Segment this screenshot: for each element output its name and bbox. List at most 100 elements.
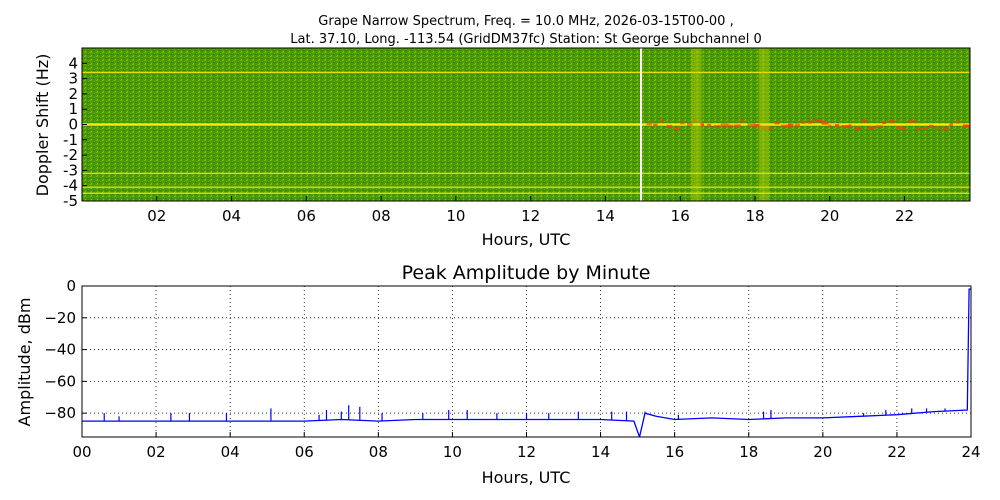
y-tick-label: 0 (66, 277, 76, 295)
carrier-hot-segment (713, 125, 721, 129)
x-tick-label: 04 (222, 207, 241, 225)
carrier-hot-segment (828, 124, 832, 128)
carrier-hot-segment (787, 123, 794, 127)
carrier-hot-segment (861, 119, 868, 123)
carrier-hot-segment (814, 119, 823, 123)
x-tick-label: 18 (745, 207, 764, 225)
carrier-hot-segment (740, 119, 745, 123)
carrier-hot-segment (653, 123, 658, 127)
x-tick-label: 14 (591, 443, 610, 461)
carrier-hot-segment (969, 121, 970, 125)
y-tick-label: 0 (68, 116, 78, 134)
y-tick-label: −80 (44, 404, 76, 422)
x-tick-label: 06 (295, 443, 314, 461)
y-tick-label: -4 (63, 177, 78, 195)
carrier-hot-segment (902, 127, 906, 131)
carrier-hot-segment (949, 123, 953, 127)
carrier-hot-segment (666, 124, 672, 128)
y-tick-label: 3 (68, 70, 78, 88)
x-tick-label: 12 (517, 443, 536, 461)
carrier-hot-segment (962, 124, 970, 128)
x-tick-label: 12 (521, 207, 540, 225)
y-tick-label: −60 (44, 372, 76, 390)
x-tick-label: 14 (596, 207, 615, 225)
amplitude-series-line (82, 288, 971, 437)
amplitude-x-ticks: 00 02 04 06 08 10 12 14 16 18 20 22 24 (72, 432, 981, 461)
x-tick-label: 00 (72, 443, 91, 461)
carrier-hot-segment (895, 126, 903, 130)
carrier-hot-segment (754, 123, 761, 127)
chart-title-line2: Lat. 37.10, Long. -113.54 (GridDM37fc) S… (290, 32, 761, 47)
carrier-hot-segment (875, 125, 883, 129)
carrier-hot-segment (929, 124, 934, 128)
carrier-hot-segment (686, 123, 693, 127)
carrier-hot-segment (841, 125, 849, 129)
x-tick-label: 02 (147, 443, 166, 461)
carrier-hot-segment (808, 120, 813, 124)
carrier-hot-segment (909, 119, 917, 123)
noise-band (691, 48, 702, 201)
carrier-hot-segment (781, 124, 789, 128)
carrier-hot-segment (707, 123, 712, 127)
noise-band (758, 48, 769, 201)
carrier-hot-segment (660, 119, 664, 123)
carrier-hot-segment (700, 123, 705, 127)
carrier-hot-segment (821, 121, 829, 125)
x-tick-label: 08 (372, 207, 391, 225)
x-tick-label: 08 (369, 443, 388, 461)
y-tick-label: 1 (68, 100, 78, 118)
carrier-hot-segment (720, 123, 729, 127)
carrier-hot-segment (767, 126, 773, 130)
carrier-hot-segment (747, 123, 755, 127)
y-tick-label: -5 (63, 192, 78, 210)
amplitude-y-ticks: 0 −20 −40 −60 −80 (44, 277, 87, 422)
y-tick-label: -1 (63, 131, 78, 149)
y-tick-label: −40 (44, 341, 76, 359)
spectrogram-x-ticks: 02 04 06 08 10 12 14 16 18 20 22 (147, 196, 914, 225)
y-tick-label: -2 (63, 146, 78, 164)
carrier-hot-segment (801, 120, 806, 124)
carrier-hot-segment (855, 126, 861, 130)
x-tick-label: 20 (813, 443, 832, 461)
y-tick-label: −20 (44, 309, 76, 327)
carrier-hot-segment (956, 120, 960, 124)
carrier-hot-segment (673, 126, 680, 130)
carrier-hot-segment (915, 127, 922, 131)
x-tick-label: 22 (887, 443, 906, 461)
spectrogram-x-label: Hours, UTC (482, 230, 571, 249)
carrier-hot-segment (646, 122, 653, 126)
x-tick-label: 06 (297, 207, 316, 225)
amplitude-title: Peak Amplitude by Minute (402, 262, 651, 284)
carrier-hot-segment (935, 126, 940, 130)
carrier-hot-segment (942, 126, 949, 130)
carrier-hot-segment (734, 124, 741, 128)
carrier-hot-segment (882, 121, 886, 125)
carrier-hot-segment (693, 118, 697, 122)
carrier-hot-segment (835, 123, 840, 127)
x-tick-label: 16 (671, 207, 690, 225)
spectrogram-marks (82, 48, 970, 201)
x-tick-label: 10 (443, 443, 462, 461)
x-tick-label: 10 (446, 207, 465, 225)
x-tick-label: 16 (665, 443, 684, 461)
x-tick-label: 04 (221, 443, 240, 461)
amplitude-y-label: Amplitude, dBm (15, 298, 34, 427)
chart-title-line1: Grape Narrow Spectrum, Freq. = 10.0 MHz,… (318, 14, 733, 29)
spectrogram-y-label: Doppler Shift (Hz) (33, 54, 52, 197)
carrier-hot-segment (760, 126, 768, 130)
carrier-hot-segment (888, 119, 896, 123)
amplitude-plot-area (82, 286, 971, 437)
y-tick-label: -3 (63, 161, 78, 179)
carrier-hot-segment (794, 123, 800, 127)
carrier-hot-segment (868, 126, 875, 130)
carrier-hot-segment (680, 121, 685, 125)
carrier-hot-segment (848, 124, 852, 128)
amplitude-marks (82, 288, 971, 437)
amplitude-panel: Peak Amplitude by Minute 00 02 04 06 08 10 12 1… (15, 262, 981, 487)
carrier-hot-segment (727, 124, 734, 128)
y-tick-label: 2 (68, 85, 78, 103)
carrier-hot-segment (922, 127, 928, 131)
